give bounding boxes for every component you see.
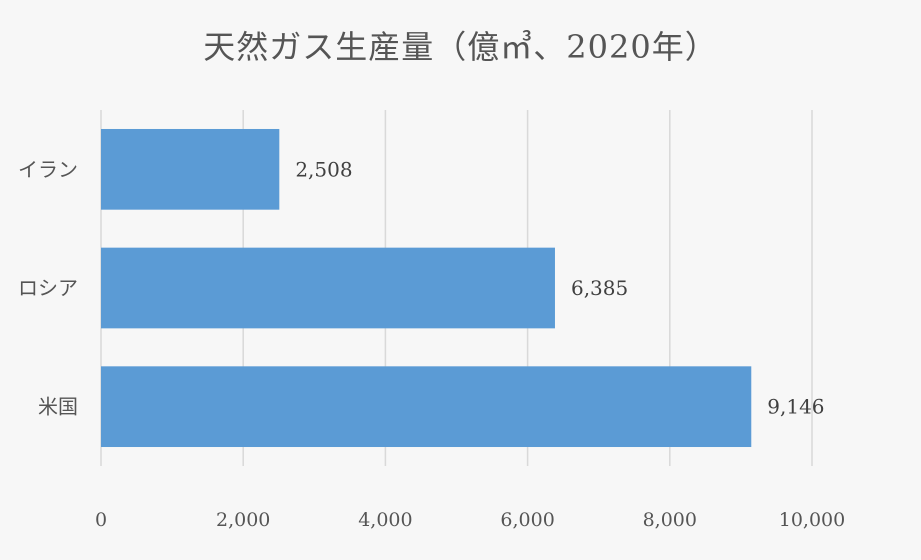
x-tick-label: 0 (95, 509, 107, 531)
bar (101, 128, 280, 210)
chart-title: 天然ガス生産量（億㎥、2020年） (203, 28, 718, 66)
category-label: イラン (18, 157, 78, 181)
data-label: 9,146 (767, 395, 824, 419)
bar (101, 366, 752, 448)
data-label: 6,385 (571, 276, 628, 300)
x-tick-label: 10,000 (779, 509, 845, 531)
bar (101, 247, 555, 329)
x-tick-label: 4,000 (358, 509, 412, 531)
category-label: ロシア (18, 276, 78, 300)
x-tick-label: 2,000 (216, 509, 270, 531)
x-tick-label: 8,000 (643, 509, 697, 531)
data-label: 2,508 (295, 157, 352, 181)
x-tick-label: 6,000 (500, 509, 554, 531)
category-label: 米国 (38, 395, 78, 419)
